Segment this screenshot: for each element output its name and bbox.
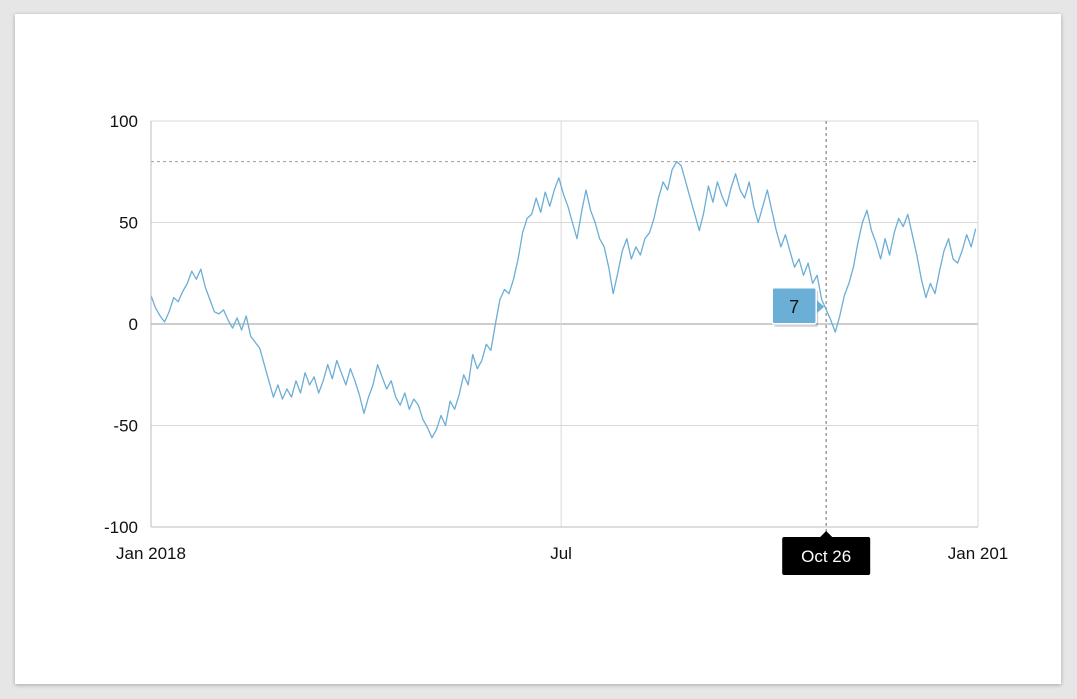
chart-card: 100 50 0 -50 -100 Jan 2018 Jul Jan 201 Oct 26 7 [15, 14, 1061, 684]
y-tick-label: 50 [119, 214, 138, 233]
x-tooltip-box [782, 537, 871, 575]
y-tick-label: 100 [110, 112, 138, 131]
series-line [150, 160, 977, 439]
x-tooltip-pointer [820, 531, 833, 537]
series-group [150, 160, 977, 439]
value-tooltip-box [771, 287, 817, 325]
axes: 100 50 0 -50 -100 Jan 2018 Jul Jan 201 [104, 112, 1008, 563]
line-chart[interactable]: 100 50 0 -50 -100 Jan 2018 Jul Jan 201 Oct 26 7 [15, 14, 1061, 684]
y-tick-label: -100 [104, 518, 138, 537]
x-tooltip-label: Oct 26 [801, 547, 851, 566]
y-tick-label: 0 [129, 315, 138, 334]
value-tooltip-pointer [816, 299, 825, 314]
x-tick-label: Jul [550, 544, 572, 563]
y-tick-label: -50 [113, 417, 138, 436]
crosshair-group: Oct 26 7 [771, 121, 871, 575]
x-tick-label: Jan 2018 [116, 544, 186, 563]
x-tick-label: Jan 201 [948, 544, 1009, 563]
grid [150, 120, 979, 528]
value-tooltip-label: 7 [789, 297, 799, 317]
